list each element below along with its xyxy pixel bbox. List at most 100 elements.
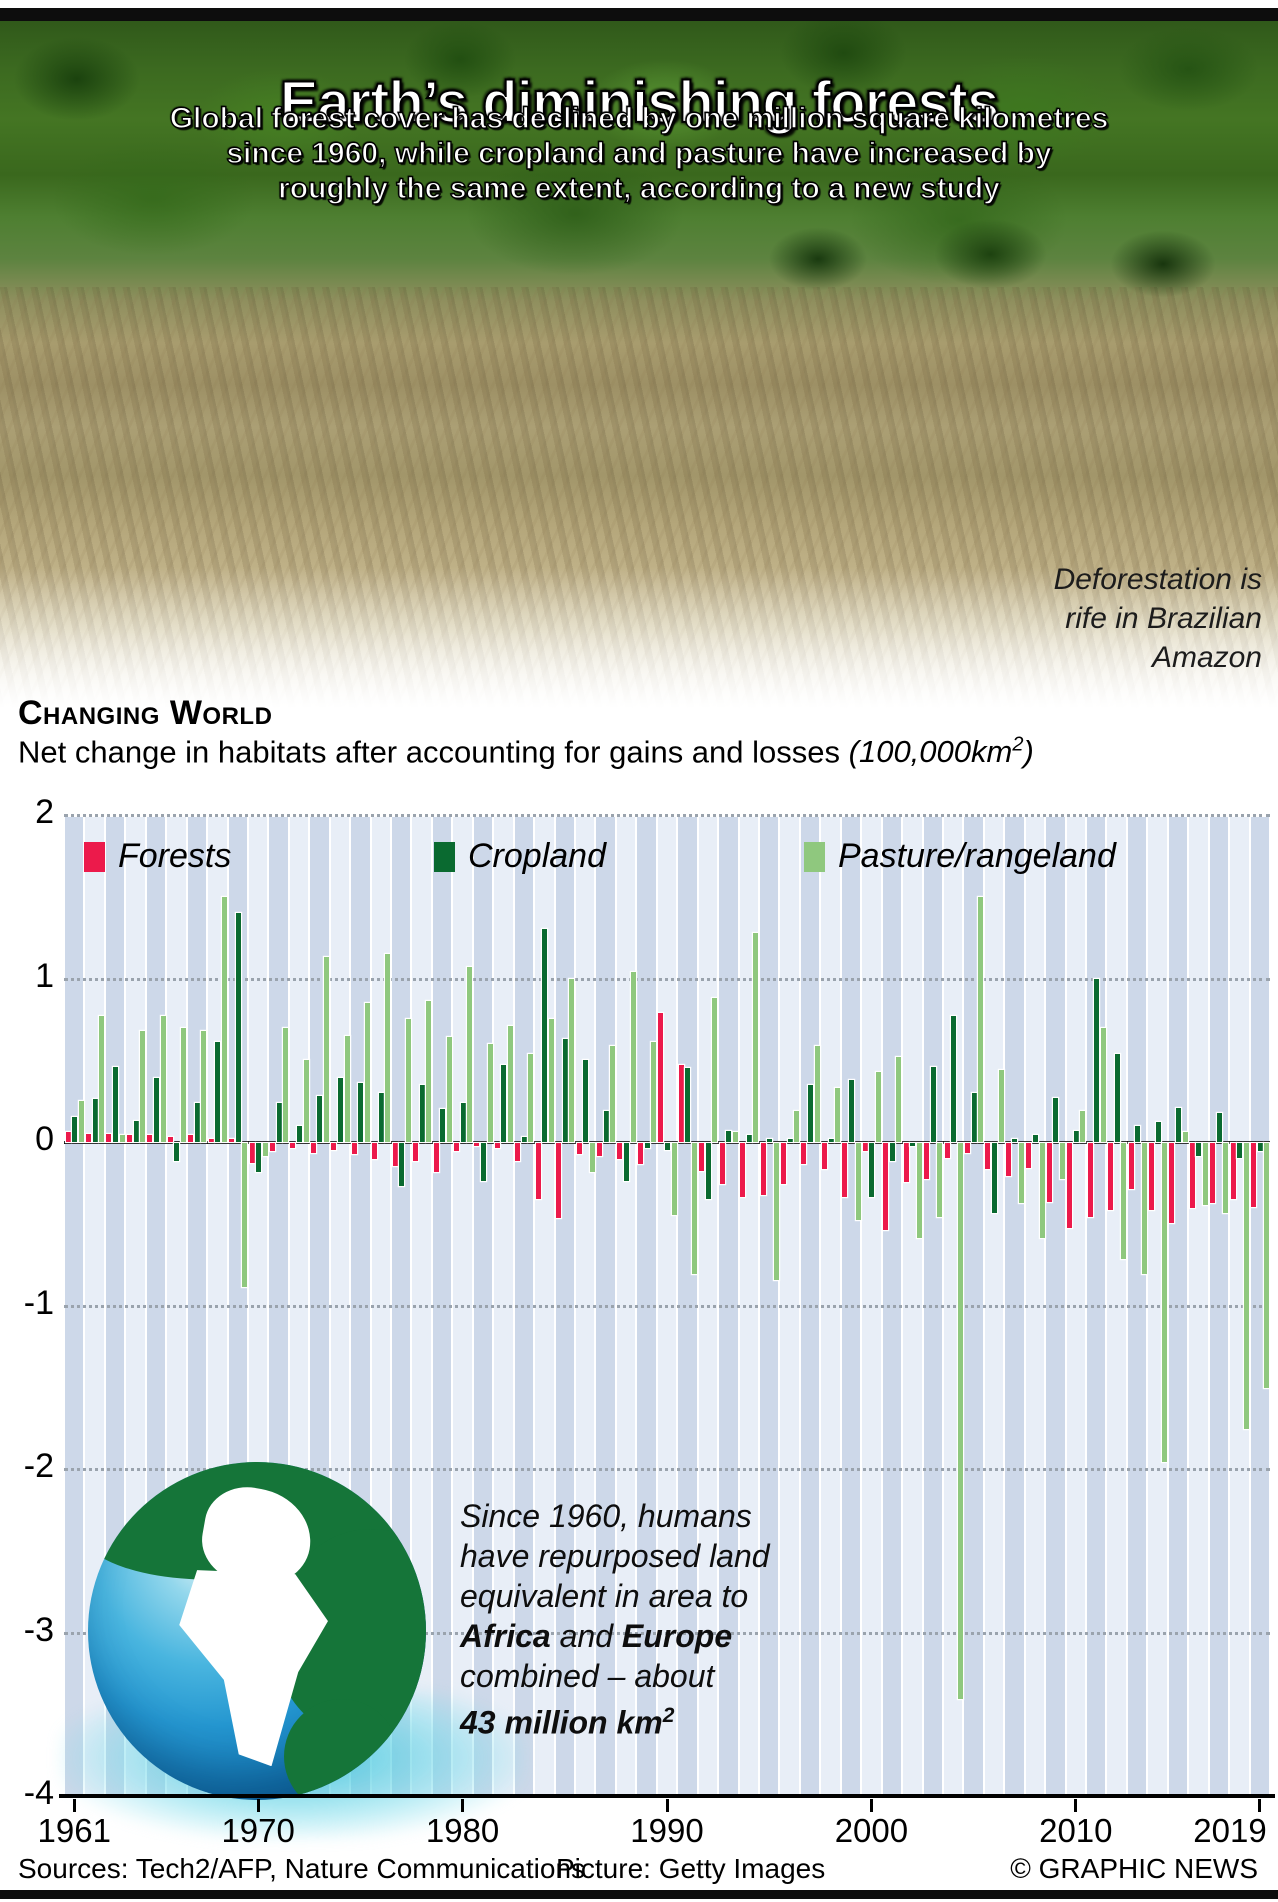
bar-pasture-rangeland [569,978,575,1142]
bar-cropland [153,1078,159,1142]
bar-forests [249,1143,255,1163]
x-tick-label-1980: 1980 [425,1812,500,1849]
photo-fade [0,567,1278,721]
bar-cropland [1216,1112,1222,1142]
bar-forests [597,1143,603,1157]
zero-gridline [64,1141,1270,1144]
bar-cropland [92,1099,98,1142]
y-tick-label--2: -2 [23,1447,54,1485]
bar-cropland [971,1092,977,1142]
bar-forests [556,1143,562,1219]
x-tick-label-1990: 1990 [630,1812,704,1849]
bar-pasture-rangeland [262,1143,268,1157]
bar-cropland [194,1102,200,1142]
fact-segment: 43 million km [460,1704,663,1741]
bar-cropland [317,1096,323,1142]
bar-cropland [1012,1138,1018,1142]
bar-forests [310,1143,316,1153]
bar-forests [126,1135,132,1142]
bar-cropland [603,1110,609,1142]
x-tick-label-2000: 2000 [834,1812,909,1849]
bar-forests [924,1143,930,1179]
bar-forests [1169,1143,1175,1224]
bar-forests [229,1138,235,1142]
globe-illustration [88,1462,426,1800]
bar-pasture-rangeland [1080,1110,1086,1142]
x-tick-label-1961: 1961 [37,1812,111,1849]
bar-cropland [664,1143,670,1150]
bar-forests [453,1143,459,1152]
x-tick-2010 [1074,1799,1078,1812]
y-tick-label--1: -1 [23,1283,54,1322]
bar-pasture-rangeland [732,1132,738,1142]
bar-cropland [787,1138,793,1142]
bar-cropland [174,1143,180,1161]
bar-forests [719,1143,725,1184]
bar-forests [188,1135,194,1142]
bar-cropland [1237,1143,1243,1158]
fact-segment: Europe [621,1618,733,1654]
bar-pasture-rangeland [896,1056,902,1142]
bar-cropland [215,1042,221,1142]
bar-cropland [705,1143,711,1199]
bar-cropland [378,1092,384,1142]
x-tick-1990 [665,1799,669,1812]
legend-label: Pasture/rangeland [838,837,1116,875]
bar-forests [1087,1143,1093,1217]
y-tick-label-1: 1 [35,956,54,995]
bar-cropland [256,1143,262,1173]
bar-pasture-rangeland [1182,1132,1188,1142]
bar-pasture-rangeland [283,1027,289,1142]
x-tick-1970 [256,1799,260,1812]
bar-cropland [72,1117,78,1142]
bar-cropland [133,1120,139,1142]
bar-forests [964,1143,970,1153]
bar-pasture-rangeland [1121,1143,1127,1260]
section-kicker: Changing World [18,694,273,732]
bar-forests [86,1133,92,1142]
bar-cropland [501,1065,507,1142]
deforestation-photo [0,21,1278,721]
gridline-2 [64,814,1270,817]
bar-forests [781,1143,787,1184]
bar-forests [433,1143,439,1173]
x-tick-label-2019: 2019 [1193,1812,1267,1849]
bar-forests [1210,1143,1216,1204]
bar-pasture-rangeland [1039,1143,1045,1238]
fact-segment: Africa [460,1618,551,1654]
bar-cropland [685,1068,691,1142]
bar-pasture-rangeland [242,1143,248,1287]
bar-forests [270,1143,275,1152]
legend-swatch-icon [804,841,825,872]
top-rule [0,8,1278,21]
bar-pasture-rangeland [610,1045,616,1142]
bar-pasture-rangeland [794,1110,800,1142]
x-tick-label-1970: 1970 [221,1812,295,1849]
bar-forests [801,1143,807,1165]
bar-cropland [583,1060,589,1142]
x-tick-2019 [1258,1799,1262,1812]
x-tick-1961 [72,1799,76,1812]
bar-pasture-rangeland [937,1143,943,1217]
bar-cropland [951,1016,957,1142]
bar-forests [740,1143,746,1197]
legend-item-forests: Forests [84,837,231,876]
y-tick-label--4: -4 [23,1774,54,1812]
bar-cropland [521,1137,527,1142]
bar-pasture-rangeland [140,1030,146,1142]
chart-title-text: Net change in habitats after accounting … [18,734,841,770]
fact-segment: equivalent in area to [460,1578,749,1614]
bar-pasture-rangeland [916,1143,922,1238]
footer-copyright: © GRAPHIC NEWS [1010,1853,1258,1884]
bar-pasture-rangeland [671,1143,677,1215]
gridline--1 [64,1304,1270,1308]
bar-forests [1026,1143,1032,1168]
bar-forests [331,1143,337,1150]
fact-line: Africa and Europe [460,1616,770,1656]
bar-forests [1251,1143,1257,1207]
y-tick-label--3: -3 [23,1610,54,1649]
bar-pasture-rangeland [487,1043,493,1142]
bar-cropland [767,1138,773,1142]
bar-pasture-rangeland [201,1030,207,1142]
